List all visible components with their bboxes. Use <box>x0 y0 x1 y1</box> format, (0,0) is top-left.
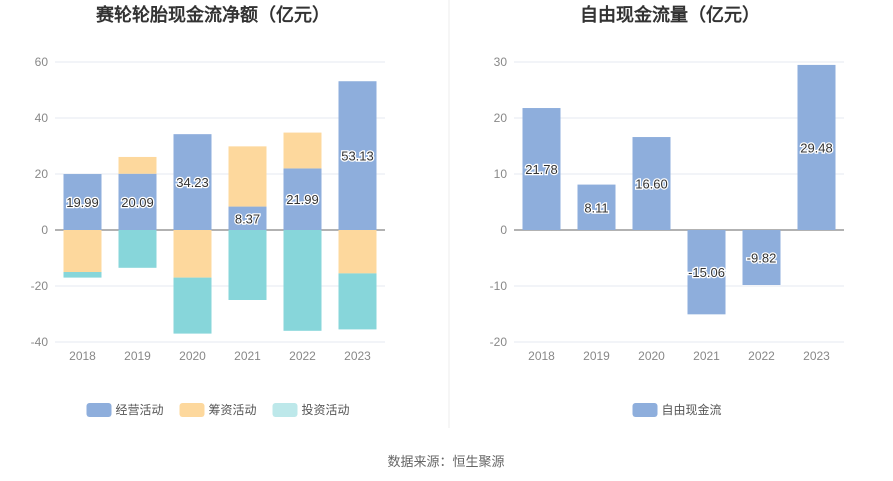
x-tick-label: 2021 <box>234 349 261 363</box>
bar-value-label: -15.06 <box>688 265 725 280</box>
bar <box>173 230 212 278</box>
x-tick-label: 2020 <box>179 349 206 363</box>
y-tick-label: 60 <box>35 55 49 69</box>
legend-swatch <box>632 403 658 417</box>
bar-value-label: 21.99 <box>286 192 319 207</box>
bar <box>283 230 322 331</box>
bar <box>63 174 102 230</box>
bar-value-label: 21.78 <box>525 162 558 177</box>
bar-value-label: 20.09 <box>121 195 154 210</box>
x-tick-label: 2021 <box>693 349 720 363</box>
bar <box>228 230 267 300</box>
data-source: 数据来源：恒生聚源 <box>387 454 504 469</box>
cash-flow-net-chart: 赛轮轮胎现金流净额（亿元） 19.99 20.09 34.23 8.37 21.99 53… <box>31 4 385 417</box>
bar <box>797 64 836 230</box>
x-tick-label: 2023 <box>344 349 371 363</box>
bar-value-label: 8.37 <box>235 211 260 226</box>
y-tick-label: 0 <box>41 223 48 237</box>
bar-value-label: 53.13 <box>341 149 374 164</box>
y-tick-label: 0 <box>500 223 507 237</box>
legend-item[interactable]: 自由现金流 <box>632 402 722 417</box>
bar <box>118 230 157 268</box>
x-tick-label: 2022 <box>289 349 316 363</box>
chart-title: 自由现金流量（亿元） <box>580 4 760 25</box>
bar-value-label: 19.99 <box>66 195 99 210</box>
y-tick-label: -20 <box>490 335 508 349</box>
x-tick-label: 2023 <box>803 349 830 363</box>
bar-value-label: 29.48 <box>800 140 833 155</box>
legend-label: 自由现金流 <box>662 402 722 417</box>
bar <box>63 272 102 278</box>
x-tick-label: 2018 <box>528 349 555 363</box>
bar <box>338 273 377 330</box>
y-tick-label: 40 <box>35 111 49 125</box>
y-tick-label: -40 <box>31 335 49 349</box>
legend-swatch <box>86 403 112 417</box>
bar-value-label: 16.60 <box>635 177 668 192</box>
y-tick-label: -20 <box>31 279 49 293</box>
y-tick-label: 20 <box>494 111 508 125</box>
legend-label: 经营活动 <box>116 403 164 417</box>
bar <box>338 230 377 274</box>
legend-label: 投资活动 <box>302 402 350 417</box>
bar <box>118 173 157 230</box>
chart-title: 赛轮轮胎现金流净额（亿元） <box>95 4 330 25</box>
legend-item[interactable]: 投资活动 <box>272 402 350 417</box>
bar <box>283 132 322 169</box>
bar <box>173 134 212 230</box>
bar-value-label: 34.23 <box>176 175 209 190</box>
x-tick-label: 2019 <box>124 349 151 363</box>
legend-item[interactable]: 经营活动 <box>86 403 164 417</box>
bar <box>522 108 561 230</box>
bar <box>338 81 377 231</box>
y-tick-label: 20 <box>35 167 49 181</box>
x-tick-label: 2020 <box>638 349 665 363</box>
legend-item[interactable]: 筹资活动 <box>179 403 257 417</box>
bar <box>687 230 726 315</box>
bar <box>118 156 157 174</box>
bar <box>228 146 267 207</box>
bar <box>577 184 616 230</box>
bar <box>742 230 781 285</box>
legend-swatch <box>179 403 205 417</box>
bar <box>228 206 267 230</box>
bar <box>63 230 102 272</box>
bar-value-label: 8.11 <box>584 200 608 215</box>
y-tick-label: -10 <box>490 279 508 293</box>
legend-swatch <box>272 403 298 417</box>
x-tick-label: 2022 <box>748 349 775 363</box>
x-tick-label: 2019 <box>583 349 610 363</box>
bar-value-label: -9.82 <box>747 250 777 265</box>
y-tick-label: 30 <box>494 55 508 69</box>
bar <box>632 137 671 230</box>
y-tick-label: 10 <box>494 167 508 181</box>
free-cash-flow-chart: 自由现金流量（亿元） 21.78 8.11 16.60 -15.06 -9.82 29.4… <box>490 4 844 417</box>
bar <box>283 168 322 230</box>
x-tick-label: 2018 <box>69 349 96 363</box>
bar <box>173 277 212 334</box>
legend-label: 筹资活动 <box>209 403 257 417</box>
